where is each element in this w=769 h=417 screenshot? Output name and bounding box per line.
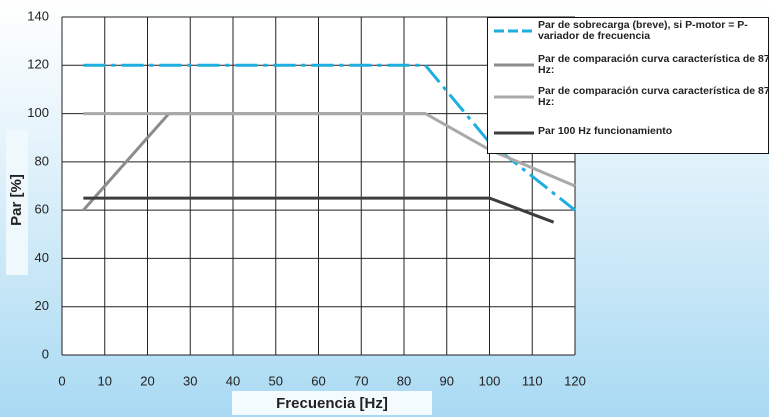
legend-swatch — [494, 63, 534, 67]
legend-entry: Par de sobrecarga (breve), si P-motor = … — [488, 19, 768, 50]
x-tick-label: 20 — [140, 373, 154, 388]
x-tick-label: 100 — [479, 373, 501, 388]
legend-entry: Par de comparación curva característica … — [488, 53, 769, 84]
x-label-box — [232, 391, 432, 415]
y-label-box — [6, 130, 28, 275]
legend-label: Par de comparación curva característica … — [538, 85, 769, 108]
x-tick-label: 50 — [269, 373, 283, 388]
x-tick-label: 60 — [311, 373, 325, 388]
x-tick-label: 10 — [98, 373, 112, 388]
y-tick-label: 80 — [35, 153, 49, 168]
y-tick-label: 100 — [27, 105, 49, 120]
x-tick-label: 0 — [58, 373, 65, 388]
data-line — [83, 196, 555, 224]
data-line — [83, 112, 576, 188]
x-tick-label: 30 — [183, 373, 197, 388]
y-tick-label: 20 — [35, 298, 49, 313]
x-tick-label: 110 — [522, 373, 543, 388]
y-axis-label: Par [%] — [8, 174, 25, 226]
y-tick-label: 140 — [27, 8, 49, 23]
x-tick-label: 40 — [226, 373, 240, 388]
y-tick-label: 0 — [42, 346, 49, 361]
legend-swatch — [494, 131, 534, 135]
legend: Par de sobrecarga (breve), si P-motor = … — [487, 17, 769, 154]
legend-entry: Par de comparación curva característica … — [488, 85, 769, 116]
x-tick-label: 70 — [354, 373, 368, 388]
x-tick-label: 90 — [440, 373, 454, 388]
y-tick-label: 60 — [35, 202, 49, 217]
y-tick-label: 120 — [27, 57, 49, 72]
x-axis-label: Frecuencia [Hz] — [276, 395, 388, 412]
legend-label: Par de comparación curva característica … — [538, 53, 769, 76]
data-line — [83, 63, 576, 212]
legend-label: Par 100 Hz funcionamiento — [538, 125, 673, 137]
x-tick-label: 80 — [397, 373, 411, 388]
legend-entry: Par 100 Hz funcionamiento — [488, 125, 768, 153]
legend-label: Par de sobrecarga (breve), si P-motor = … — [538, 19, 748, 42]
x-tick-label: 120 — [564, 373, 586, 388]
legend-swatch — [494, 95, 534, 99]
y-tick-label: 40 — [35, 250, 49, 265]
legend-swatch — [494, 29, 534, 33]
